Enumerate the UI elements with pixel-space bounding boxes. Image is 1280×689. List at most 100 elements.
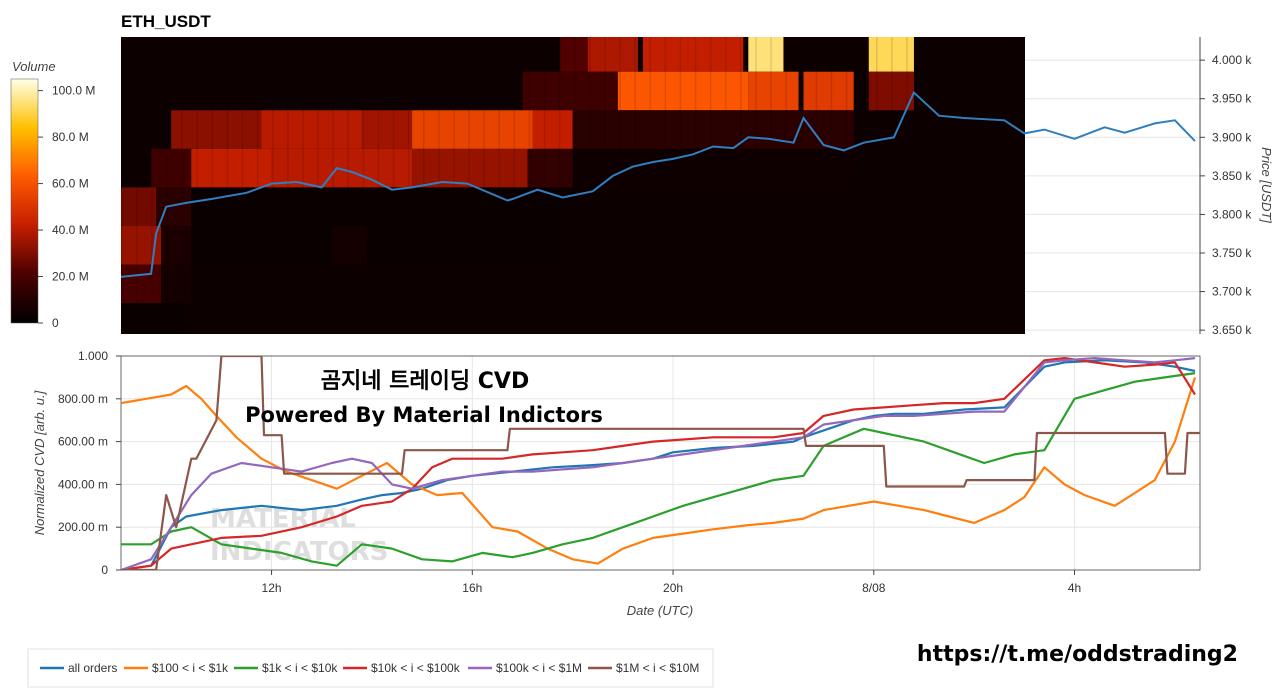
- heatmap-texture: [725, 37, 727, 334]
- heatmap-cell: [748, 71, 799, 111]
- price-tick-label: 3.800 k: [1212, 207, 1252, 221]
- cvd-series-line: [121, 356, 1200, 570]
- heatmap-cell: [161, 226, 192, 265]
- heatmap-texture: [634, 37, 636, 334]
- legend-label: $1k < i < $10k: [262, 661, 338, 675]
- price-line: [121, 90, 1196, 278]
- heatmap-texture: [770, 37, 772, 334]
- heatmap-texture: [196, 37, 198, 334]
- heatmap-texture: [740, 37, 742, 334]
- heatmap-texture: [876, 37, 878, 334]
- colorbar-tick-label: 0: [52, 316, 59, 330]
- heatmap-cell: [161, 264, 192, 304]
- heatmap-texture: [589, 37, 591, 334]
- heatmap-cell: [617, 71, 749, 111]
- heatmap-texture: [664, 37, 667, 334]
- heatmap-cell: [191, 226, 563, 265]
- heatmap-texture: [302, 37, 304, 334]
- heatmap-texture: [287, 37, 289, 334]
- heatmap-texture: [272, 37, 274, 334]
- overlay-subtitle: Powered By Material Indictors: [245, 403, 603, 427]
- legend-label: $100k < i < $1M: [496, 661, 582, 675]
- heatmap-cell: [261, 110, 362, 149]
- heatmap-cell: [868, 71, 914, 111]
- heatmap-cell: [191, 187, 563, 226]
- watermark-line2: INDICATORS: [210, 537, 388, 567]
- heatmap-texture: [256, 37, 259, 334]
- heatmap-texture: [921, 37, 923, 334]
- heatmap-texture: [543, 37, 546, 334]
- price-tick-label: 4.000 k: [1212, 53, 1252, 67]
- cvd-x-tick-label: 8/08: [862, 581, 886, 595]
- cvd-series-line: [121, 377, 1197, 565]
- cvd-series-line: [121, 357, 1196, 570]
- heatmap-cell: [527, 148, 573, 188]
- heatmap-cell: [121, 264, 162, 304]
- heatmap-texture: [362, 37, 365, 334]
- heatmap-cell: [191, 148, 272, 188]
- price-tick-label: 3.850 k: [1212, 169, 1252, 183]
- legend-label: $1M < i < $10M: [616, 661, 699, 675]
- cvd-x-tick-label: 20h: [663, 581, 683, 595]
- heatmap-texture: [392, 37, 395, 334]
- legend-label: $100 < i < $1k: [152, 661, 229, 675]
- price-tick-label: 3.750 k: [1212, 246, 1252, 260]
- heatmap-cell: [748, 37, 784, 72]
- overlay-title: 곰지네 트레이딩 CVD: [321, 369, 529, 394]
- cvd-y-tick-label: 1.000: [78, 349, 108, 363]
- price-tick-label: 3.950 k: [1212, 92, 1252, 106]
- heatmap-cell: [868, 37, 914, 72]
- heatmap-cell: [532, 110, 573, 149]
- heatmap-texture: [574, 37, 576, 334]
- colorbar-tick-label: 60.0 M: [52, 177, 89, 191]
- colorbar: Volume 0 20.0 M 40.0 M 60.0 M 80.0 M 100.0 M: [10, 59, 95, 330]
- heatmap-cell: [560, 37, 588, 72]
- heatmap-texture: [438, 37, 440, 334]
- cvd-series-line: [121, 372, 1196, 567]
- cvd-series-line: [121, 357, 1196, 570]
- heatmap-texture: [830, 37, 833, 334]
- heatmap-texture: [347, 37, 349, 334]
- heatmap-texture: [498, 37, 500, 334]
- heatmap-cell: [121, 187, 157, 226]
- heatmap-cell: [151, 148, 192, 188]
- heatmap-texture: [317, 37, 319, 334]
- price-tick-label: 3.650 k: [1212, 323, 1252, 337]
- heatmap-texture: [785, 37, 787, 334]
- footer-link[interactable]: https://t.me/oddstrading2: [917, 642, 1238, 667]
- heatmap-cell: [171, 110, 262, 149]
- heatmap-texture: [815, 37, 818, 334]
- colorbar-tick-label: 100.0 M: [52, 84, 95, 98]
- cvd-x-tick-label: 12h: [262, 581, 282, 595]
- heatmap-texture: [981, 37, 984, 334]
- price-tick-label: 3.900 k: [1212, 130, 1252, 144]
- heatmap-texture: [679, 37, 682, 334]
- cvd-plot-frame: [120, 355, 1201, 571]
- cvd-x-tick-label: 16h: [462, 581, 482, 595]
- heatmap-cell: [121, 303, 182, 334]
- heatmap-cell: [803, 71, 854, 111]
- heatmap-texture: [694, 37, 697, 334]
- heatmap-cell: [361, 110, 413, 149]
- heatmap-texture: [241, 37, 244, 334]
- heatmap-texture: [558, 37, 561, 334]
- cvd-y-tick-label: 600.00 m: [58, 435, 108, 449]
- heatmap-cell: [642, 37, 744, 72]
- heatmap-texture: [604, 37, 606, 334]
- cvd-y-tick-label: 0: [101, 563, 108, 577]
- heatmap-texture: [513, 37, 516, 334]
- legend-label: all orders: [68, 661, 117, 675]
- heatmap-texture: [121, 37, 123, 334]
- heatmap-cell: [572, 148, 854, 188]
- heatmap-texture: [377, 37, 380, 334]
- heatmap-cell: [587, 37, 638, 72]
- heatmap-texture: [709, 37, 712, 334]
- heatmap-texture: [800, 37, 802, 334]
- heatmap-texture: [996, 37, 999, 334]
- heatmap-texture: [1011, 37, 1014, 334]
- colorbar-tick-label: 80.0 M: [52, 130, 89, 144]
- heatmap-texture: [619, 37, 621, 334]
- heatmap-texture: [407, 37, 410, 334]
- colorbar-gradient: [10, 78, 39, 324]
